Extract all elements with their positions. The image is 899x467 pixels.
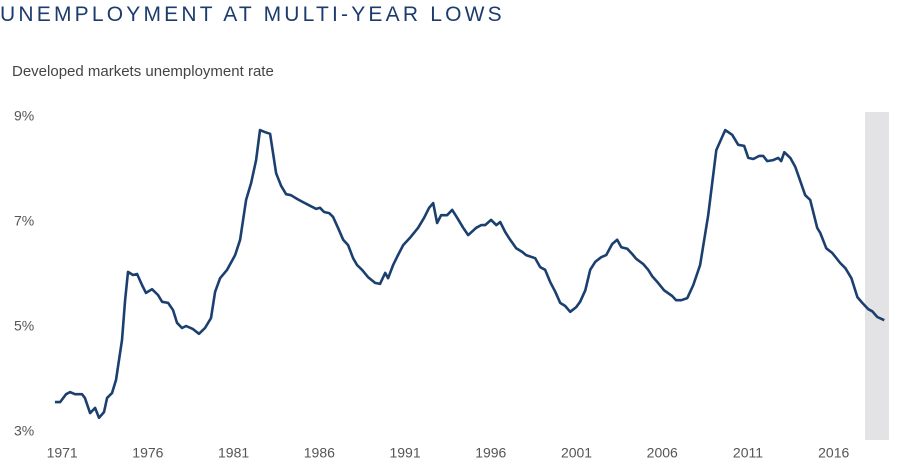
y-tick-label: 3% — [14, 423, 34, 439]
x-tick-label: 1991 — [389, 445, 420, 461]
y-tick-label: 9% — [14, 108, 34, 124]
x-tick-label: 2016 — [818, 445, 849, 461]
chart-subtitle: Developed markets unemployment rate — [12, 63, 274, 80]
x-tick-label: 1976 — [132, 445, 163, 461]
x-tick-label: 2011 — [733, 445, 763, 461]
shaded-region — [865, 112, 889, 440]
x-tick-label: 1981 — [218, 445, 249, 461]
x-tick-label: 1986 — [304, 445, 335, 461]
x-tick-label: 1996 — [475, 445, 506, 461]
x-tick-label: 2006 — [647, 445, 678, 461]
line-series — [54, 128, 885, 420]
chart-title: UNEMPLOYMENT AT MULTI-YEAR LOWS — [0, 3, 505, 26]
x-tick-label: 2001 — [561, 445, 592, 461]
y-tick-label: 7% — [14, 213, 34, 229]
x-tick-label: 1971 — [47, 445, 78, 461]
y-tick-label: 5% — [14, 318, 34, 334]
